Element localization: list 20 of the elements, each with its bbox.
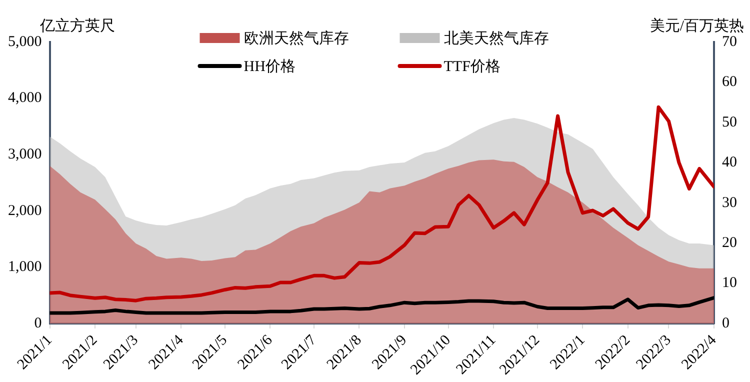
y2-tick-label: 50 bbox=[722, 114, 737, 130]
y2-tick-label: 70 bbox=[722, 34, 737, 50]
y-axis-title: 亿立方英尺 bbox=[38, 17, 115, 34]
legend-label: HH价格 bbox=[244, 58, 296, 75]
y-tick-label: 3,000 bbox=[8, 146, 42, 163]
legend-label: 北美天然气库存 bbox=[444, 30, 549, 47]
legend-label: 欧洲天然气库存 bbox=[244, 30, 349, 47]
y2-tick-label: 20 bbox=[722, 235, 737, 252]
legend-label: TTF价格 bbox=[444, 58, 500, 75]
y-tick-label: 0 bbox=[34, 315, 42, 332]
y-tick-label: 2,000 bbox=[8, 202, 42, 219]
y2-tick-label: 40 bbox=[722, 154, 737, 171]
y-tick-label: 4,000 bbox=[8, 90, 42, 106]
y-tick-label: 5,000 bbox=[8, 34, 42, 50]
y2-axis-title: 美元/百万英热 bbox=[650, 17, 744, 34]
y2-tick-label: 60 bbox=[722, 74, 737, 90]
y-tick-label: 1,000 bbox=[8, 259, 42, 276]
y2-tick-label: 0 bbox=[722, 315, 730, 332]
y2-tick-label: 30 bbox=[722, 194, 737, 211]
y2-tick-label: 10 bbox=[722, 275, 737, 292]
